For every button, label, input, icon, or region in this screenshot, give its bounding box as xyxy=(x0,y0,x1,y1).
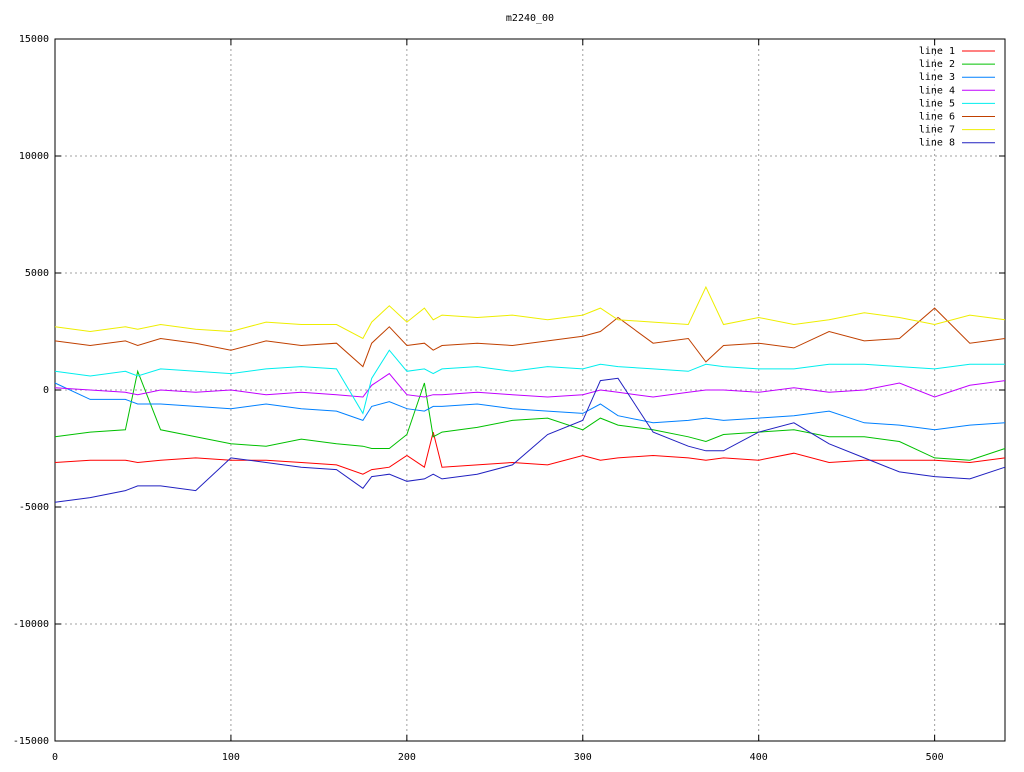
x-tick-label: 300 xyxy=(574,752,592,763)
data-line xyxy=(54,372,1006,398)
legend-label: line 1 xyxy=(919,46,955,57)
data-line xyxy=(54,431,1006,475)
legend-label: line 3 xyxy=(919,72,955,83)
plot-border xyxy=(54,38,1006,742)
y-tick-label: -15000 xyxy=(13,736,49,747)
legend-label: line 8 xyxy=(919,138,955,149)
data-line xyxy=(54,382,1006,431)
x-tick-label: 0 xyxy=(52,752,58,763)
legend-label: line 4 xyxy=(919,85,955,96)
data-line xyxy=(54,377,1006,503)
y-tick-label: -5000 xyxy=(19,502,49,513)
y-tick-label: 15000 xyxy=(19,34,49,45)
y-tick-label: 10000 xyxy=(19,151,49,162)
y-tick-label: 0 xyxy=(43,385,49,396)
x-tick-label: 200 xyxy=(398,752,416,763)
chart-title: m2240_00 xyxy=(506,13,554,24)
legend-label: line 5 xyxy=(919,98,955,109)
data-line xyxy=(54,349,1005,415)
data-line xyxy=(54,369,1006,461)
legend-label: line 7 xyxy=(919,125,955,136)
legend-label: line 2 xyxy=(919,59,955,70)
legend-label: line 6 xyxy=(919,112,955,123)
x-tick-label: 500 xyxy=(926,752,944,763)
data-line xyxy=(54,285,1006,340)
data-line xyxy=(54,307,1006,368)
x-tick-label: 400 xyxy=(750,752,768,763)
y-tick-label: 5000 xyxy=(25,268,49,279)
y-tick-label: -10000 xyxy=(13,619,49,630)
x-tick-label: 100 xyxy=(222,752,240,763)
